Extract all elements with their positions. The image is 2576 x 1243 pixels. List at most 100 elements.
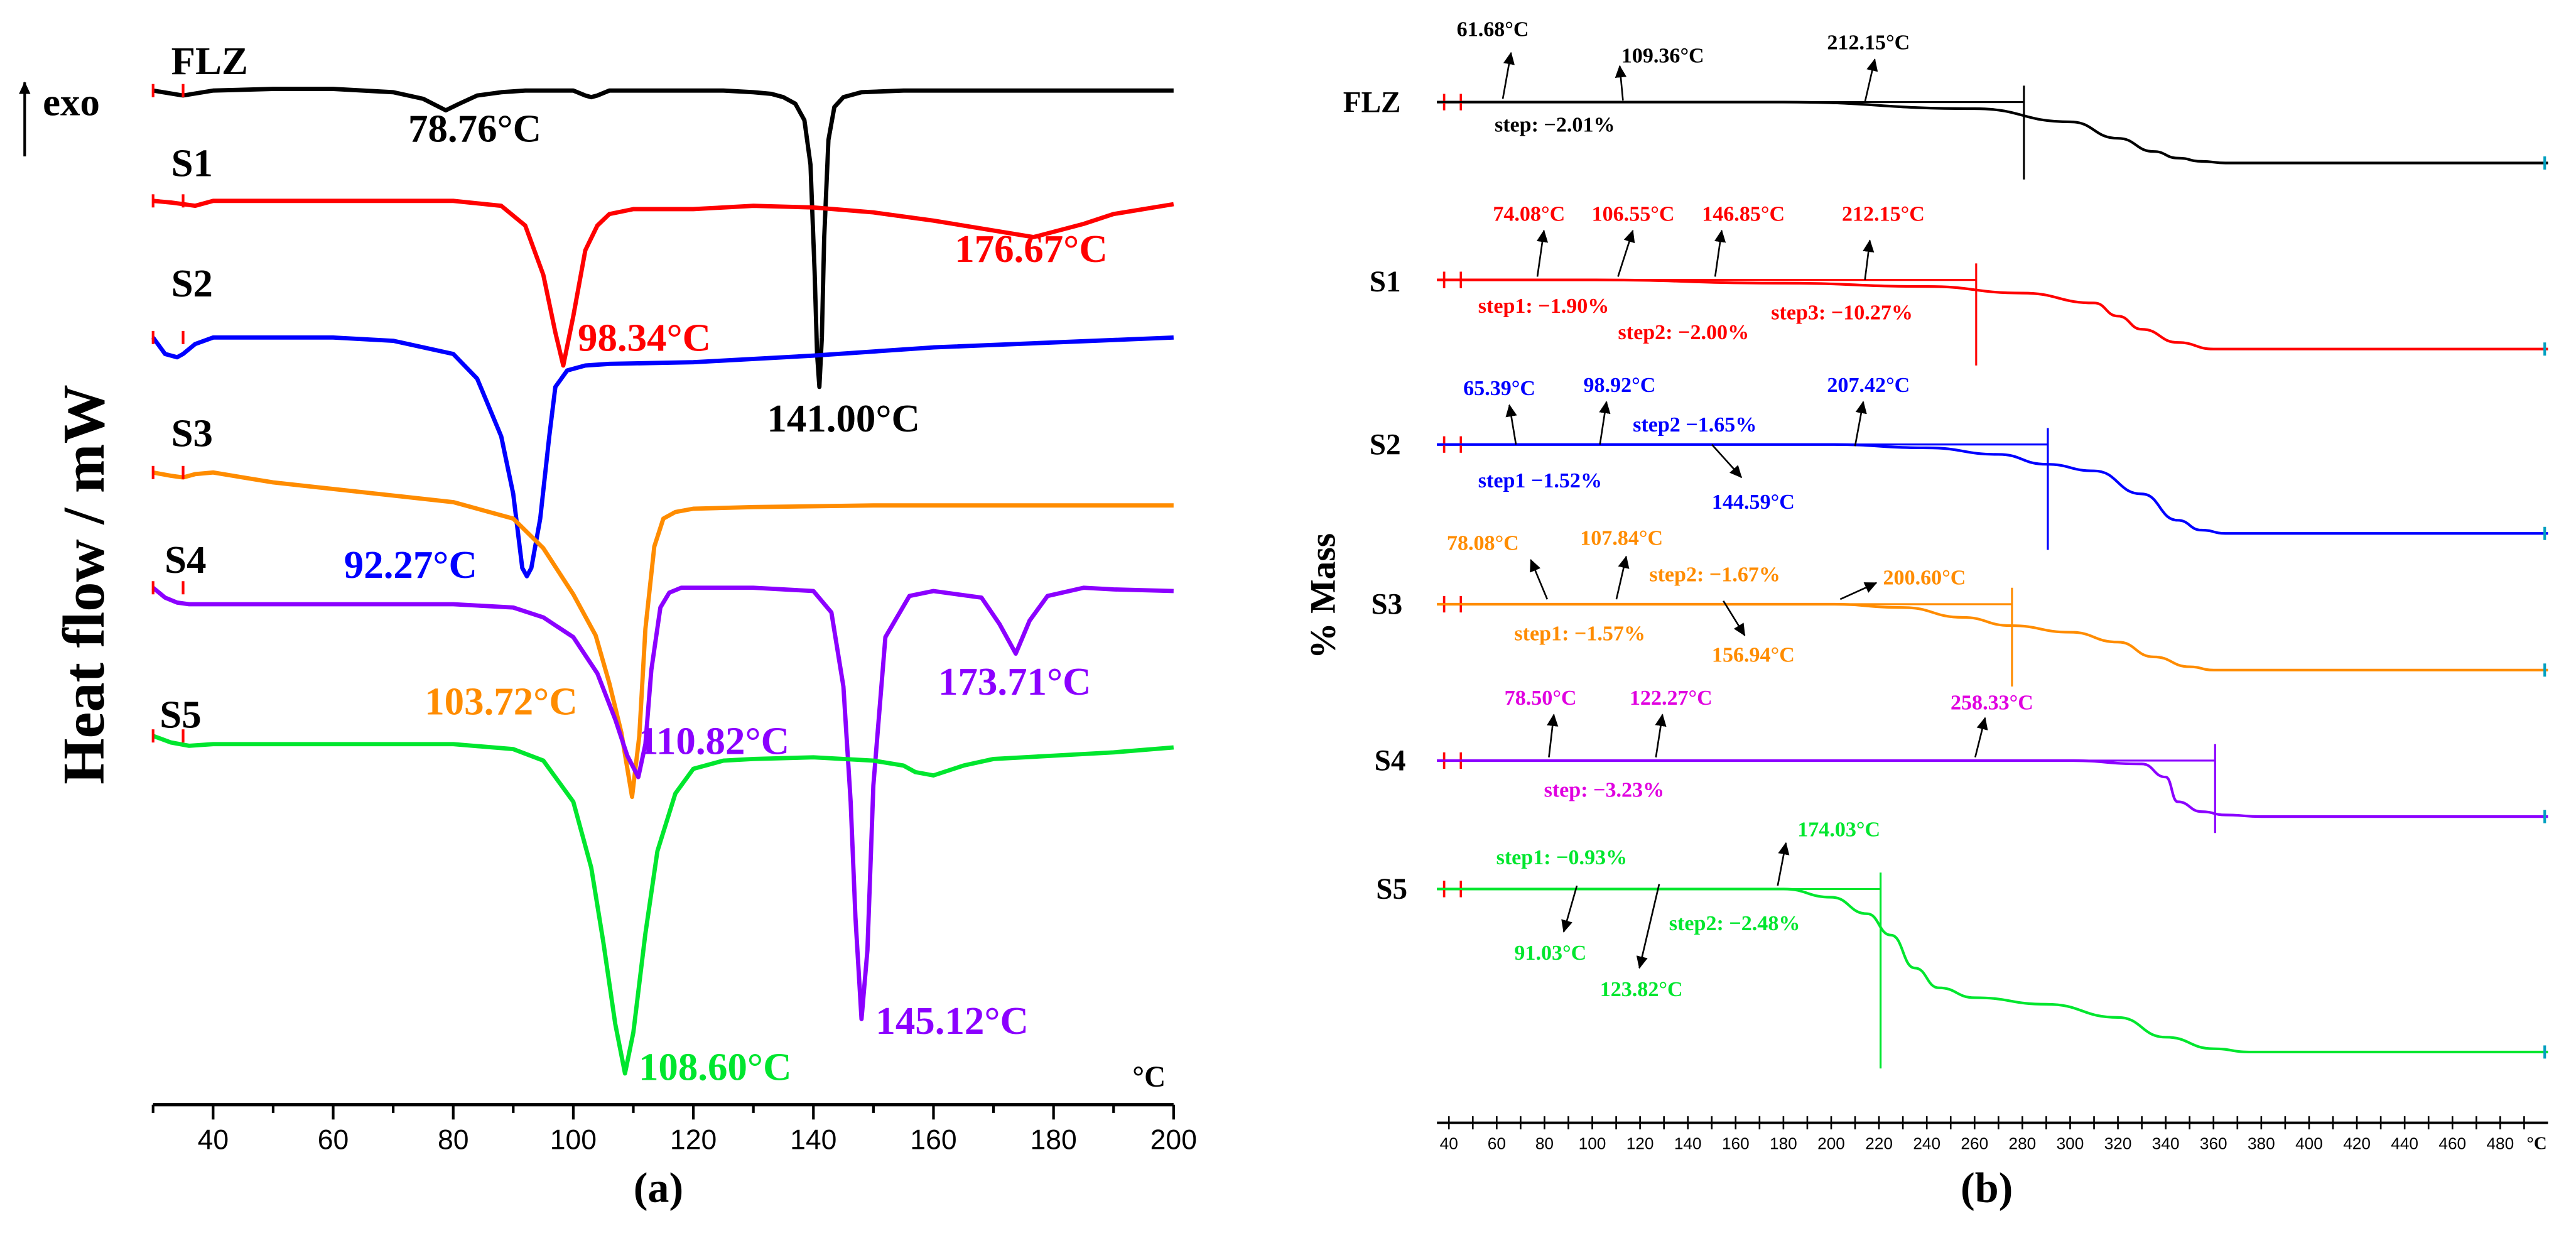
tga-x-tick-label: 220	[1865, 1134, 1893, 1153]
tga-annotation: 78.08°C	[1447, 531, 1519, 555]
dsc-peak-label: 176.67°C	[955, 227, 1108, 271]
dsc-peak-label: 78.76°C	[408, 106, 541, 150]
tga-annotation: step1 −1.52%	[1478, 469, 1602, 492]
dsc-peak-label: 98.34°C	[578, 315, 711, 359]
annotation-arrow	[1777, 842, 1790, 886]
tga-annotation: step1: −1.90%	[1478, 295, 1610, 318]
tga-annotation: 156.94°C	[1712, 644, 1795, 667]
dsc-series-line-s4	[151, 585, 1174, 1021]
tga-x-tick-label: 300	[2057, 1134, 2084, 1153]
dsc-peak-label: 141.00°C	[767, 396, 920, 440]
tga-x-tick-label: 280	[2009, 1134, 2037, 1153]
annotation-arrow	[1536, 229, 1549, 277]
tga-chart: % Mass FLZ S1 S2 S3 S4 S5 61.68°C 109.36…	[1304, 18, 2548, 1211]
annotation-arrow	[1505, 404, 1517, 445]
tga-annotation: 61.68°C	[1457, 18, 1529, 41]
tga-annotation: 258.33°C	[1951, 692, 2033, 715]
dsc-chart: exo Heat flow / mW FLZ S1 S2 S3 S4 S5 78…	[19, 39, 1197, 1211]
tga-annotation: step3: −10.27%	[1771, 301, 1913, 325]
tga-annotation: step2: −1.67%	[1649, 563, 1780, 586]
dsc-series-line-s1	[153, 198, 1174, 368]
tga-x-tick-label: 400	[2295, 1134, 2323, 1153]
dsc-series-label-s1: S1	[171, 141, 213, 185]
dsc-peak-label: 103.72°C	[425, 680, 578, 724]
tga-annotation: 212.15°C	[1842, 202, 1925, 225]
dsc-peak-label: 173.71°C	[938, 659, 1091, 703]
tga-annotation: step1: −1.57%	[1514, 622, 1645, 646]
annotation-arrow	[1714, 229, 1726, 277]
tga-annotation: 146.85°C	[1702, 202, 1785, 225]
tga-series-label-s4: S4	[1375, 745, 1406, 778]
tga-series-line-s5	[1437, 887, 2548, 1054]
dsc-series-label-s4: S4	[165, 538, 206, 582]
dsc-series-line-s2	[151, 335, 1174, 578]
tga-annotation: step: −3.23%	[1544, 779, 1665, 802]
tga-x-tick-label: 240	[1913, 1134, 1940, 1153]
dsc-x-tick-label: 40	[198, 1125, 229, 1156]
dsc-x-tick-label: 80	[438, 1125, 469, 1156]
tga-x-tick-label: 80	[1535, 1134, 1554, 1153]
tga-x-tick-label: 480	[2486, 1134, 2514, 1153]
dsc-unit-label: °C	[1132, 1061, 1166, 1094]
annotation-arrow	[1854, 401, 1867, 447]
tga-series-label-s3: S3	[1371, 589, 1402, 621]
annotation-arrow	[1617, 229, 1635, 277]
annotation-arrow	[1864, 58, 1878, 102]
dsc-series-label-flz: FLZ	[171, 39, 248, 83]
tga-annotation: 207.42°C	[1827, 374, 1910, 397]
dsc-x-tick-label: 60	[318, 1125, 349, 1156]
annotation-arrow	[1561, 885, 1578, 933]
annotation-arrow	[1615, 65, 1627, 101]
tga-series-label-s2: S2	[1370, 428, 1401, 461]
tga-annotation: 106.55°C	[1592, 202, 1675, 225]
tga-annotation: 212.15°C	[1827, 31, 1910, 55]
tga-annotation: 65.39°C	[1463, 377, 1535, 400]
dsc-peak-label: 108.60°C	[639, 1045, 792, 1088]
annotation-arrow	[1502, 52, 1515, 99]
tga-series-label-flz: FLZ	[1343, 86, 1401, 119]
tga-annotation: 78.50°C	[1505, 687, 1577, 710]
dsc-series-line-s3	[153, 470, 1174, 800]
annotation-arrow	[1547, 714, 1559, 757]
tga-annotation: step2: −2.00%	[1618, 321, 1750, 344]
tga-x-tick-label: 420	[2343, 1134, 2371, 1153]
dsc-peak-label: 145.12°C	[875, 999, 1029, 1043]
dsc-peak-label: 110.82°C	[639, 719, 789, 763]
annotation-arrow	[1723, 600, 1746, 636]
tga-annotation: 122.27°C	[1630, 687, 1713, 710]
tga-series-label-s5: S5	[1376, 873, 1407, 906]
tga-annotation-arrows	[1502, 52, 1988, 969]
tga-unit-label: °C	[2526, 1134, 2546, 1154]
tga-series-line-s2	[1437, 443, 2548, 535]
dsc-x-tick-label: 140	[790, 1125, 836, 1156]
tga-x-tick-label: 140	[1674, 1134, 1702, 1153]
tga-annotation: step2 −1.65%	[1633, 413, 1756, 437]
tga-x-tick-label: 460	[2438, 1134, 2466, 1153]
tga-x-tick-label: 340	[2152, 1134, 2180, 1153]
annotation-arrow	[1974, 717, 1988, 758]
tga-x-tick-label: 60	[1488, 1134, 1506, 1153]
exo-label: exo	[43, 80, 100, 124]
tga-x-tick-label: 100	[1579, 1134, 1606, 1153]
dsc-series-line-flz	[153, 87, 1174, 389]
tga-annotation: 144.59°C	[1712, 491, 1795, 514]
tga-x-tick-label: 180	[1770, 1134, 1797, 1153]
annotation-arrow	[1599, 401, 1611, 445]
tga-annotation: 174.03°C	[1797, 818, 1880, 842]
annotation-arrow	[1711, 443, 1743, 479]
dsc-x-tick-label: 120	[670, 1125, 717, 1156]
dsc-x-tick-label: 160	[910, 1125, 956, 1156]
dsc-series-line-s5	[152, 734, 1174, 1076]
dsc-series-label-s3: S3	[171, 411, 213, 455]
dsc-x-tick-label: 180	[1030, 1125, 1076, 1156]
dsc-series-label-s5: S5	[160, 693, 201, 737]
dsc-caption: (a)	[634, 1163, 683, 1211]
annotation-arrow	[1615, 555, 1630, 600]
tga-annotation: 107.84°C	[1580, 527, 1663, 550]
tga-x-tick-label: 160	[1722, 1134, 1750, 1153]
tga-annotation: step: −2.01%	[1495, 114, 1615, 137]
tga-annotation: 200.60°C	[1883, 567, 1966, 590]
tga-x-tick-label: 120	[1626, 1134, 1654, 1153]
tga-x-tick-label: 260	[1961, 1134, 1988, 1153]
